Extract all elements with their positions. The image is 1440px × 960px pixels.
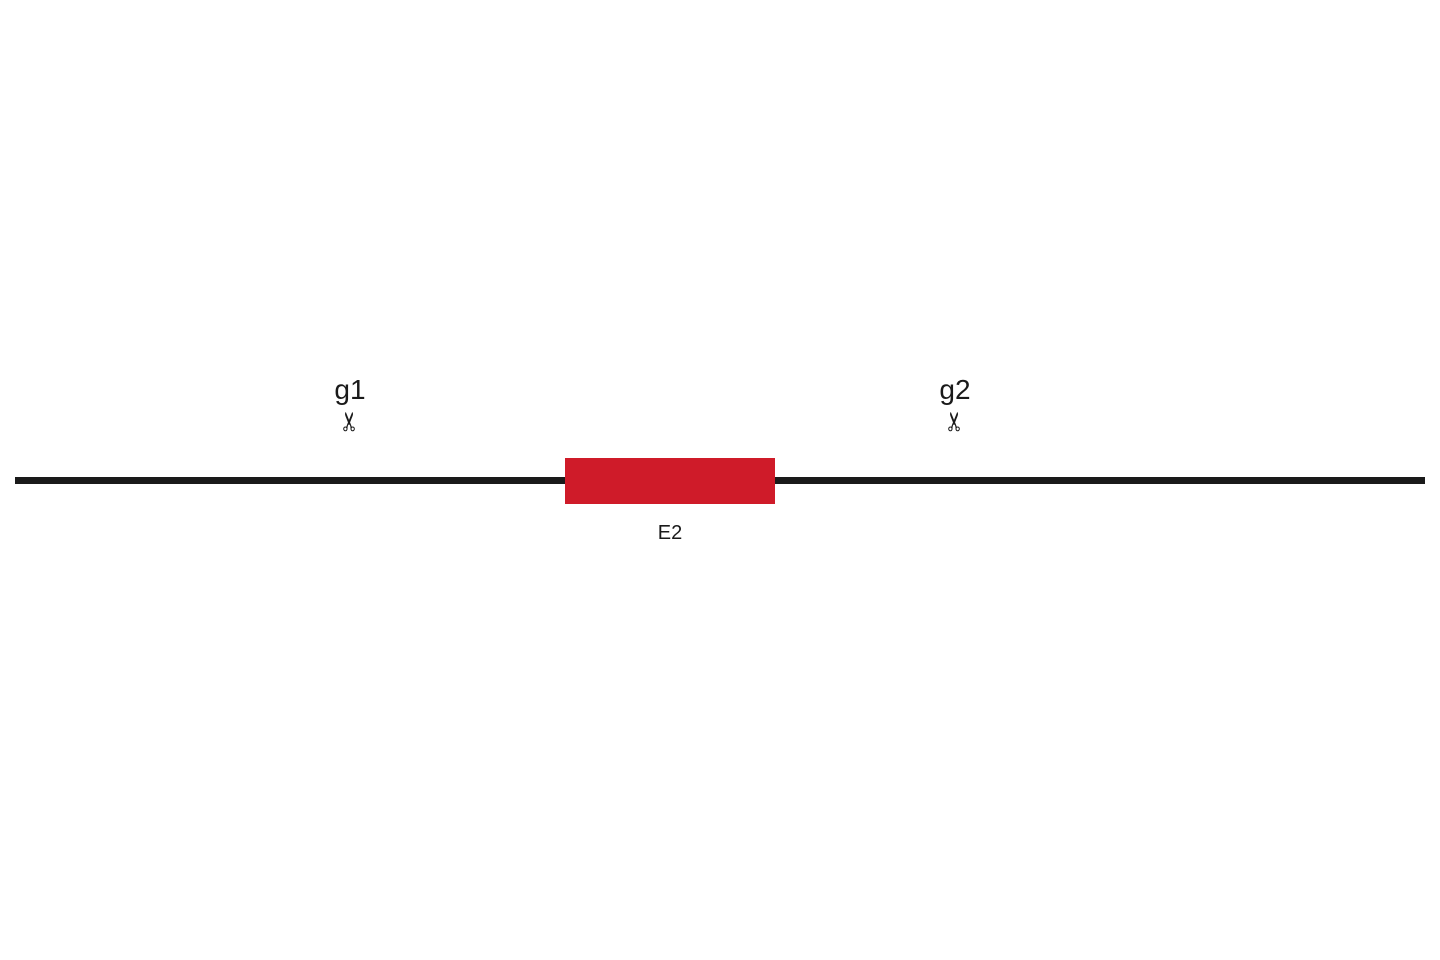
guide-label-g2: g2 bbox=[939, 374, 970, 406]
exon-label: E2 bbox=[658, 522, 682, 545]
scissors-icon: ✂ bbox=[335, 411, 366, 433]
exon-box bbox=[565, 458, 775, 504]
scissors-icon: ✂ bbox=[940, 411, 971, 433]
guide-label-g1: g1 bbox=[334, 374, 365, 406]
